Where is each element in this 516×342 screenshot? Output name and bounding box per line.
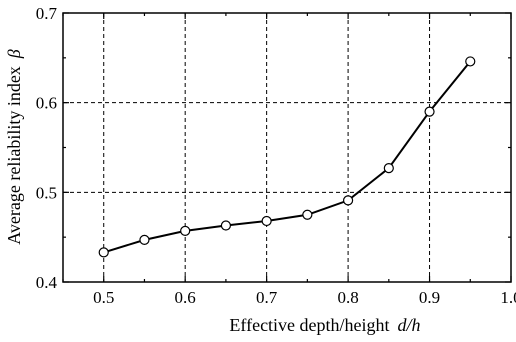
x-tick-label: 1.0: [500, 288, 516, 307]
data-point: [383, 163, 394, 174]
data-point: [180, 225, 191, 236]
data-point: [342, 195, 354, 206]
x-axis-title: Effective depth/height d/h: [229, 315, 420, 335]
x-tick-label: 0.6: [175, 288, 196, 307]
series-line: [103, 60, 472, 254]
grid-lines: [63, 13, 511, 282]
x-tick-label: 0.9: [419, 288, 440, 307]
tick-labels: 0.5 0.6 0.7 0.8 0.9 1.0 0.4 0.5 0.6 0.7: [36, 4, 516, 307]
series-line-layer: [103, 60, 472, 254]
y-tick-label: 0.5: [36, 183, 57, 202]
data-point: [220, 220, 232, 231]
plot-border: [62, 12, 512, 283]
data-point: [261, 215, 272, 227]
x-tick-label: 0.5: [93, 288, 114, 307]
data-point: [139, 234, 150, 245]
x-tick-label: 0.8: [337, 288, 358, 307]
data-point: [302, 209, 313, 220]
y-axis-title: Average reliability indexβ: [4, 49, 24, 245]
y-tick-label: 0.4: [36, 273, 58, 292]
x-tick-label: 0.7: [256, 288, 278, 307]
data-point: [465, 56, 476, 67]
data-point: [98, 247, 109, 258]
plot-frame: [62, 12, 512, 283]
axis-ticks: [62, 12, 512, 283]
data-point-markers: [98, 56, 476, 258]
data-point: [424, 106, 435, 117]
y-tick-label: 0.6: [36, 94, 57, 113]
y-tick-label: 0.7: [36, 4, 58, 23]
